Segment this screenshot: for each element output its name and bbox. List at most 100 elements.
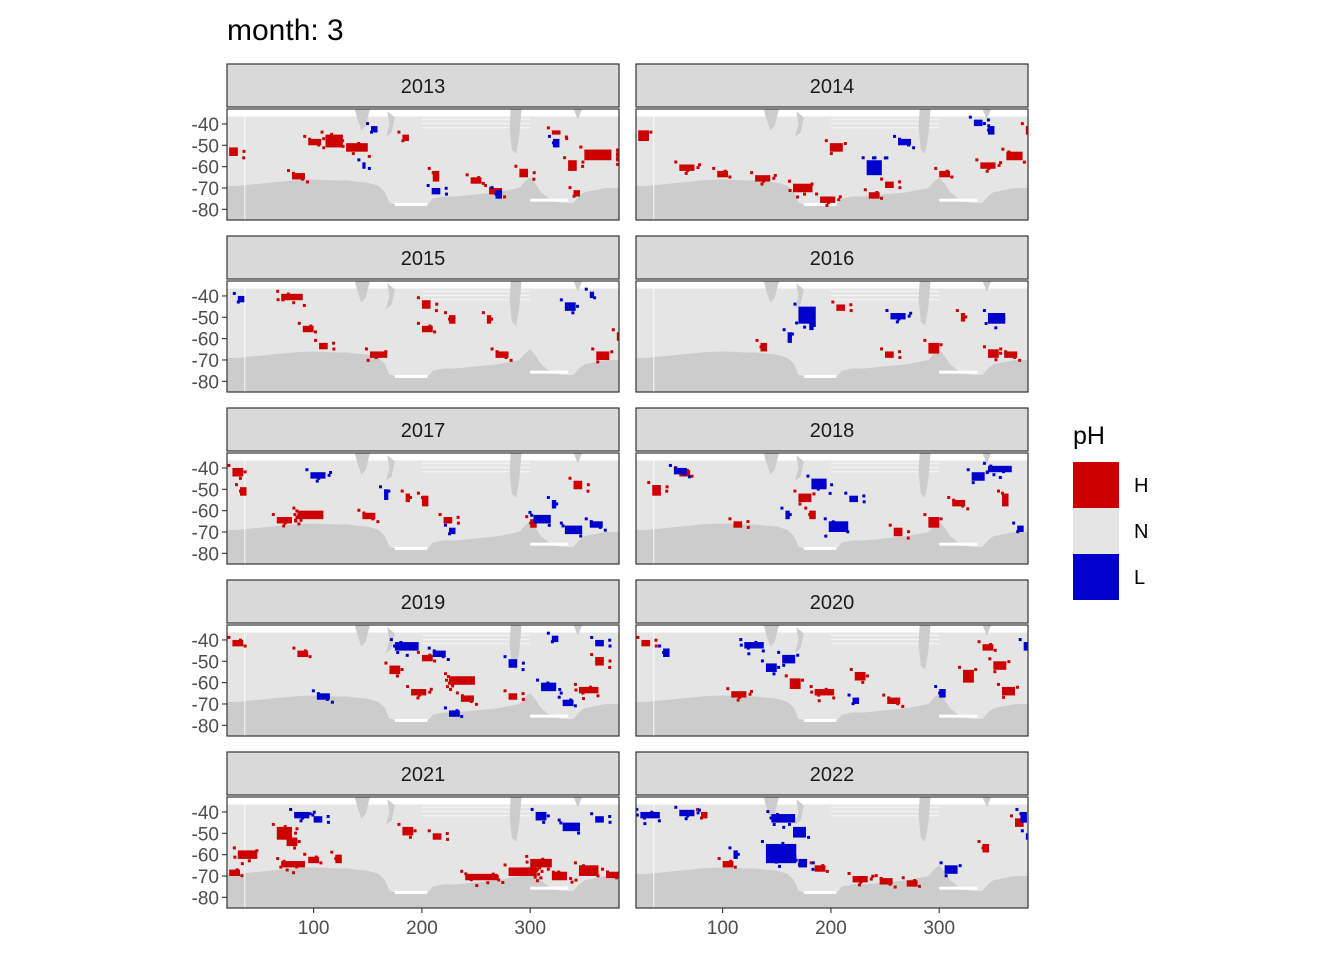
australia-land [354,625,370,647]
high-ph-cell-speckle [332,341,336,345]
high-ph-cell-speckle [334,857,338,861]
low-ph-cell-speckle [784,846,788,850]
high-ph-cell-speckle [546,864,550,868]
high-ph-cell-speckle [863,188,867,192]
high-ph-cell-speckle [460,694,464,698]
low-ph-cell-speckle [571,311,575,315]
high-ph-cell [963,669,974,683]
low-ph-cell-speckle [754,640,758,644]
high-ph-cell-speckle [898,180,902,184]
high-ph-cell-speckle [486,881,490,885]
facet-strip [226,407,620,452]
ice-shelf-ross [394,718,428,722]
high-ph-cell-speckle [804,506,808,510]
y-tick-label: -40 [192,115,219,136]
low-ph-cell [744,642,764,649]
low-ph-cell-speckle [992,473,996,477]
high-ph-cell-speckle [303,852,307,856]
high-ph-cell-speckle [384,661,388,665]
high-ph-cell-speckle [879,196,883,200]
high-ph-cell-speckle [838,195,842,199]
legend-label-N: N [1134,521,1148,543]
high-ph-cell-speckle [303,649,307,653]
high-ph-cell-speckle [964,315,968,319]
south-america-land [509,797,522,842]
low-ph-cell-speckle [584,517,588,521]
low-ph-cell-speckle [603,528,607,532]
high-ph-cell-speckle [861,680,865,684]
high-ph-cell [530,519,537,528]
high-ph-cell [421,300,431,309]
high-ph-cell-speckle [825,203,829,207]
low-ph-cell [663,648,670,658]
high-ph-cell-speckle [906,536,910,540]
low-ph-cell [787,332,792,343]
high-ph-cell-speckle [748,692,752,696]
antarctica-land [227,177,619,220]
facet-strip-label: 2019 [401,592,446,614]
high-ph-cell [993,661,1007,670]
high-ph-cell-speckle [952,498,956,502]
high-ph-cell-speckle [481,311,485,315]
y-tick-label: -80 [192,544,219,565]
high-ph-cell-speckle [880,177,884,181]
high-ph-cell-speckle [364,347,368,351]
high-ph-cell-speckle [1002,663,1006,667]
land-fragment [573,453,583,464]
panel-border [226,796,620,909]
low-ph-cell-speckle [1029,838,1032,841]
high-ph-cell [584,149,612,161]
high-ph-cell-speckle [449,688,453,691]
low-ph-cell-speckle [662,650,666,654]
high-ph-cell-speckle [907,530,911,534]
low-ph-cell-speckle [658,644,662,648]
high-ph-cell-speckle [796,683,800,687]
high-ph-cell-speckle [917,884,921,888]
high-ph-cell-speckle [406,685,410,689]
low-ph-cell-speckle [986,128,990,132]
high-ph-cell [760,342,768,352]
high-ph-cell-speckle [961,504,965,508]
data-gap-line [421,299,531,301]
high-ph-cell [793,183,813,193]
low-ph-cell-speckle [379,485,383,489]
high-ph-cell-speckle [1020,122,1024,126]
high-ph-cell-speckle [1029,129,1032,132]
high-ph-cell-speckle [455,691,459,695]
high-ph-cell-speckle [975,158,979,162]
high-ph-cell-speckle [636,635,640,639]
high-ph-cell-speckle [464,872,468,876]
high-ph-cell-speckle [525,860,529,864]
low-ph-cell-speckle [326,820,330,824]
panel-border [226,108,620,221]
high-ph-cell-speckle [569,877,573,881]
high-ph-cell [928,342,940,354]
low-ph-cell-speckle [1001,470,1005,474]
australia-land [354,797,370,819]
high-ph-cell [486,315,492,324]
low-ph-cell-speckle [389,638,393,642]
low-ph-cell-speckle [847,693,851,697]
high-ph-cell-speckle [295,515,299,519]
low-ph-cell [316,693,330,700]
facet-strip-label: 2018 [810,420,855,442]
high-ph-cell-speckle [313,330,317,334]
high-ph-cell-speckle [428,653,432,657]
low-ph-cell-speckle [236,300,240,304]
high-ph-cell-speckle [1018,157,1022,160]
facet-panel-2021: 2021 -40-50-60-70-80 100 200 300 [192,751,620,939]
antarctica-land [636,865,1028,908]
low-ph-cell [679,809,695,817]
low-ph-cell-speckle [684,817,688,821]
high-ph-cell-speckle [416,650,420,654]
high-ph-cell [928,517,940,528]
high-ph-cell [573,480,583,490]
high-ph-cell-speckle [898,356,902,360]
high-ph-cell-speckle [615,876,619,880]
high-ph-cell-speckle [573,861,577,865]
meridian-line [653,797,655,908]
land-fragment [982,281,992,292]
high-ph-cell-speckle [989,643,993,646]
high-ph-cell-speckle [416,491,420,495]
new-zealand-land [795,111,804,137]
